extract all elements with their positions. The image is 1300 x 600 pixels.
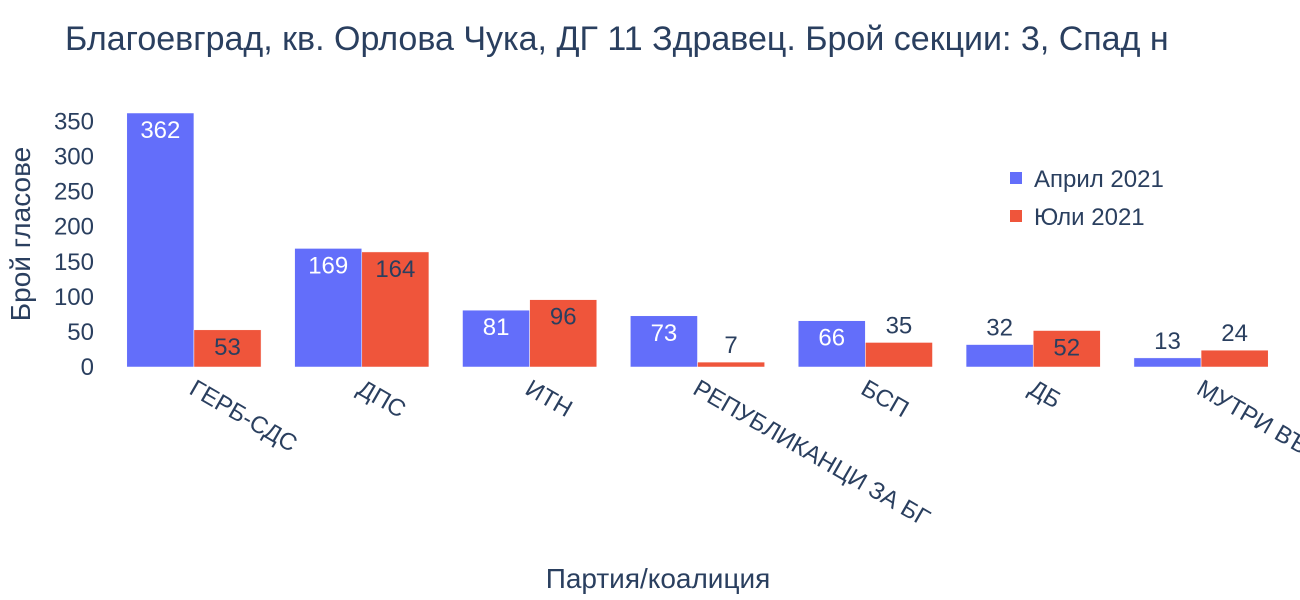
y-axis-title: Брой гласове xyxy=(5,147,36,321)
bar[interactable] xyxy=(462,309,530,368)
bar[interactable] xyxy=(797,320,866,368)
bar[interactable] xyxy=(1200,349,1269,368)
bar-value-label: 66 xyxy=(818,325,845,352)
bar[interactable] xyxy=(193,329,262,368)
legend-swatch xyxy=(1010,210,1022,222)
y-tick-label: 250 xyxy=(54,179,94,206)
legend-swatch xyxy=(1010,172,1022,184)
legend-label[interactable]: Юли 2021 xyxy=(1034,204,1145,231)
bar[interactable] xyxy=(865,342,933,368)
x-tick-label: ДПС xyxy=(353,375,411,424)
bar[interactable] xyxy=(294,248,363,368)
bar-value-label: 24 xyxy=(1221,320,1248,347)
bar-value-label: 53 xyxy=(214,334,241,361)
bar-value-label: 13 xyxy=(1154,328,1181,355)
x-tick-label: ДБ xyxy=(1024,375,1065,414)
bar-value-label: 81 xyxy=(483,314,510,341)
y-tick-label: 50 xyxy=(67,319,94,346)
bar-value-label: 35 xyxy=(886,312,913,339)
y-axis-ticks: 0 50 100 150 200 250 300 350 xyxy=(54,108,94,381)
y-tick-label: 100 xyxy=(54,284,94,311)
x-tick-label: БСП xyxy=(856,375,913,423)
bar[interactable] xyxy=(1032,330,1101,368)
y-tick-label: 200 xyxy=(54,214,94,241)
bar[interactable] xyxy=(361,251,430,368)
x-tick-label: МУТРИ ВЪН! xyxy=(1192,375,1300,472)
bars: 362 53 169 164 81 96 73 7 66 35 32 52 13 24 xyxy=(126,112,1269,368)
bar-value-label: 52 xyxy=(1053,335,1080,362)
bar-value-label: 7 xyxy=(724,332,737,359)
x-tick-label: ГЕРБ-СДС xyxy=(185,375,302,458)
y-tick-label: 150 xyxy=(54,249,94,276)
bar[interactable] xyxy=(126,112,195,368)
bar[interactable] xyxy=(529,299,598,368)
bar-value-label: 96 xyxy=(550,304,577,331)
chart-title: Благоевград, кв. Орлова Чука, ДГ 11 Здра… xyxy=(65,20,1169,58)
bar-value-label: 73 xyxy=(651,320,678,347)
bar-value-label: 169 xyxy=(308,252,348,279)
y-tick-label: 300 xyxy=(54,144,94,171)
bar[interactable] xyxy=(965,344,1034,368)
bar-value-label: 32 xyxy=(986,315,1013,342)
legend-label[interactable]: Април 2021 xyxy=(1034,166,1164,193)
y-tick-label: 0 xyxy=(81,354,94,381)
y-tick-label: 350 xyxy=(54,108,94,135)
bar-value-label: 164 xyxy=(375,256,415,283)
bar[interactable] xyxy=(697,361,765,368)
bar[interactable] xyxy=(630,315,698,368)
x-tick-label: ИТН xyxy=(521,375,577,423)
bar-value-label: 362 xyxy=(140,117,180,144)
legend[interactable]: Април 2021 Юли 2021 xyxy=(1010,166,1164,231)
x-axis-title: Партия/коалиция xyxy=(546,563,771,594)
bar[interactable] xyxy=(1133,357,1202,368)
